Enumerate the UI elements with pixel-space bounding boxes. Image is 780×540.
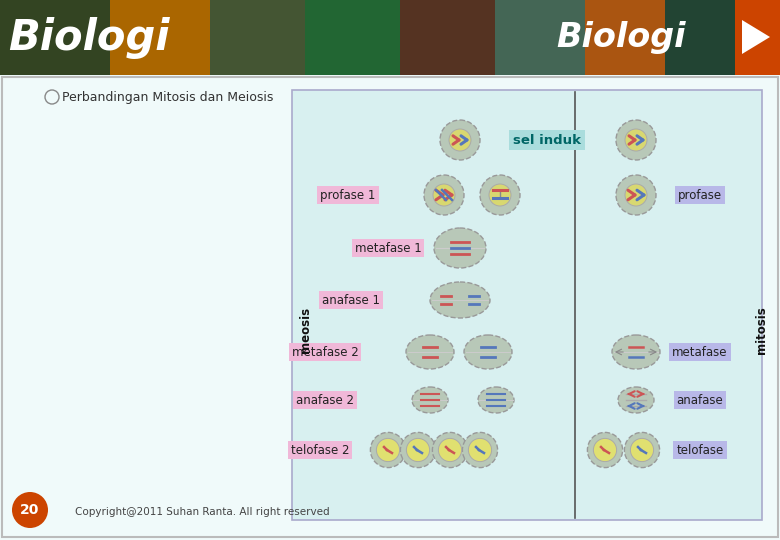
Ellipse shape: [618, 387, 654, 413]
Text: Perbandingan Mitosis dan Meiosis: Perbandingan Mitosis dan Meiosis: [62, 91, 273, 104]
Bar: [0, 0, 110, 75]
Bar: [305, 0, 400, 75]
Text: metafase 2: metafase 2: [292, 346, 358, 359]
Text: anafase 2: anafase 2: [296, 394, 354, 407]
Ellipse shape: [612, 335, 660, 369]
Bar: [0, 75, 780, 540]
Bar: [400, 0, 495, 75]
Ellipse shape: [406, 438, 430, 462]
Polygon shape: [742, 20, 770, 54]
Ellipse shape: [478, 387, 514, 413]
Text: 20: 20: [20, 503, 40, 517]
Text: Biologi: Biologi: [556, 22, 686, 55]
Bar: [210, 0, 305, 75]
Ellipse shape: [438, 438, 462, 462]
Ellipse shape: [625, 433, 660, 468]
Ellipse shape: [406, 335, 454, 369]
Ellipse shape: [377, 438, 399, 462]
Text: anafase: anafase: [676, 394, 723, 407]
Bar: [2, 77, 778, 537]
Ellipse shape: [587, 433, 622, 468]
Ellipse shape: [433, 184, 455, 206]
Ellipse shape: [625, 129, 647, 151]
Ellipse shape: [400, 433, 435, 468]
Bar: [495, 0, 585, 75]
Text: telofase: telofase: [676, 443, 724, 456]
Ellipse shape: [432, 433, 467, 468]
Ellipse shape: [463, 433, 498, 468]
Text: meosis: meosis: [299, 307, 311, 353]
Bar: [735, 0, 780, 75]
Ellipse shape: [594, 438, 617, 462]
Text: sel induk: sel induk: [513, 133, 581, 146]
Circle shape: [12, 492, 48, 528]
Bar: [110, 0, 210, 75]
Ellipse shape: [616, 120, 656, 160]
Text: anafase 1: anafase 1: [322, 294, 380, 307]
Ellipse shape: [434, 228, 486, 268]
Ellipse shape: [424, 175, 464, 215]
Text: telofase 2: telofase 2: [291, 443, 349, 456]
Bar: [585, 0, 665, 75]
Text: profase 1: profase 1: [321, 188, 376, 201]
Text: metafase: metafase: [672, 346, 728, 359]
Ellipse shape: [464, 335, 512, 369]
Text: Biologi: Biologi: [8, 17, 169, 59]
Ellipse shape: [469, 438, 491, 462]
Text: metafase 1: metafase 1: [355, 241, 421, 254]
Ellipse shape: [370, 433, 406, 468]
Ellipse shape: [630, 438, 654, 462]
Ellipse shape: [616, 175, 656, 215]
Ellipse shape: [625, 184, 647, 206]
Ellipse shape: [412, 387, 448, 413]
Text: mitosis: mitosis: [756, 306, 768, 354]
Ellipse shape: [480, 175, 520, 215]
Ellipse shape: [489, 184, 511, 206]
Bar: [665, 0, 735, 75]
Ellipse shape: [449, 129, 471, 151]
Text: profase: profase: [678, 188, 722, 201]
Bar: [292, 90, 762, 520]
Ellipse shape: [440, 120, 480, 160]
Text: Copyright@2011 Suhan Ranta. All right reserved: Copyright@2011 Suhan Ranta. All right re…: [75, 507, 330, 517]
Ellipse shape: [430, 282, 490, 318]
